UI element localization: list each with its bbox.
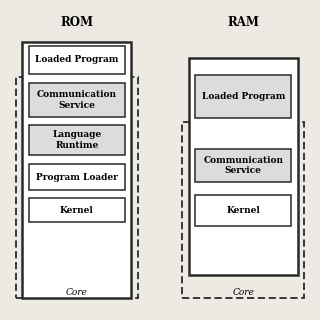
Text: Core: Core xyxy=(66,288,88,297)
Bar xyxy=(16,77,138,298)
Text: Kernel: Kernel xyxy=(60,206,94,215)
Text: Kernel: Kernel xyxy=(226,206,260,215)
Bar xyxy=(195,195,291,226)
Text: Loaded Program: Loaded Program xyxy=(35,55,118,65)
Bar xyxy=(195,75,291,118)
Text: Communication
Service: Communication Service xyxy=(203,156,283,175)
Bar xyxy=(22,42,131,298)
Bar xyxy=(29,198,125,222)
Text: Language
Runtime: Language Runtime xyxy=(52,130,101,150)
Text: Communication
Service: Communication Service xyxy=(37,90,117,110)
Text: Loaded Program: Loaded Program xyxy=(202,92,285,101)
Text: Core: Core xyxy=(232,288,254,297)
Bar xyxy=(29,125,125,155)
Bar xyxy=(29,46,125,74)
Bar xyxy=(29,83,125,117)
Bar xyxy=(195,149,291,182)
Text: ROM: ROM xyxy=(60,16,93,29)
Text: RAM: RAM xyxy=(227,16,259,29)
Bar xyxy=(182,122,304,298)
Bar xyxy=(29,164,125,190)
Bar xyxy=(189,58,298,275)
Text: Program Loader: Program Loader xyxy=(36,172,118,182)
